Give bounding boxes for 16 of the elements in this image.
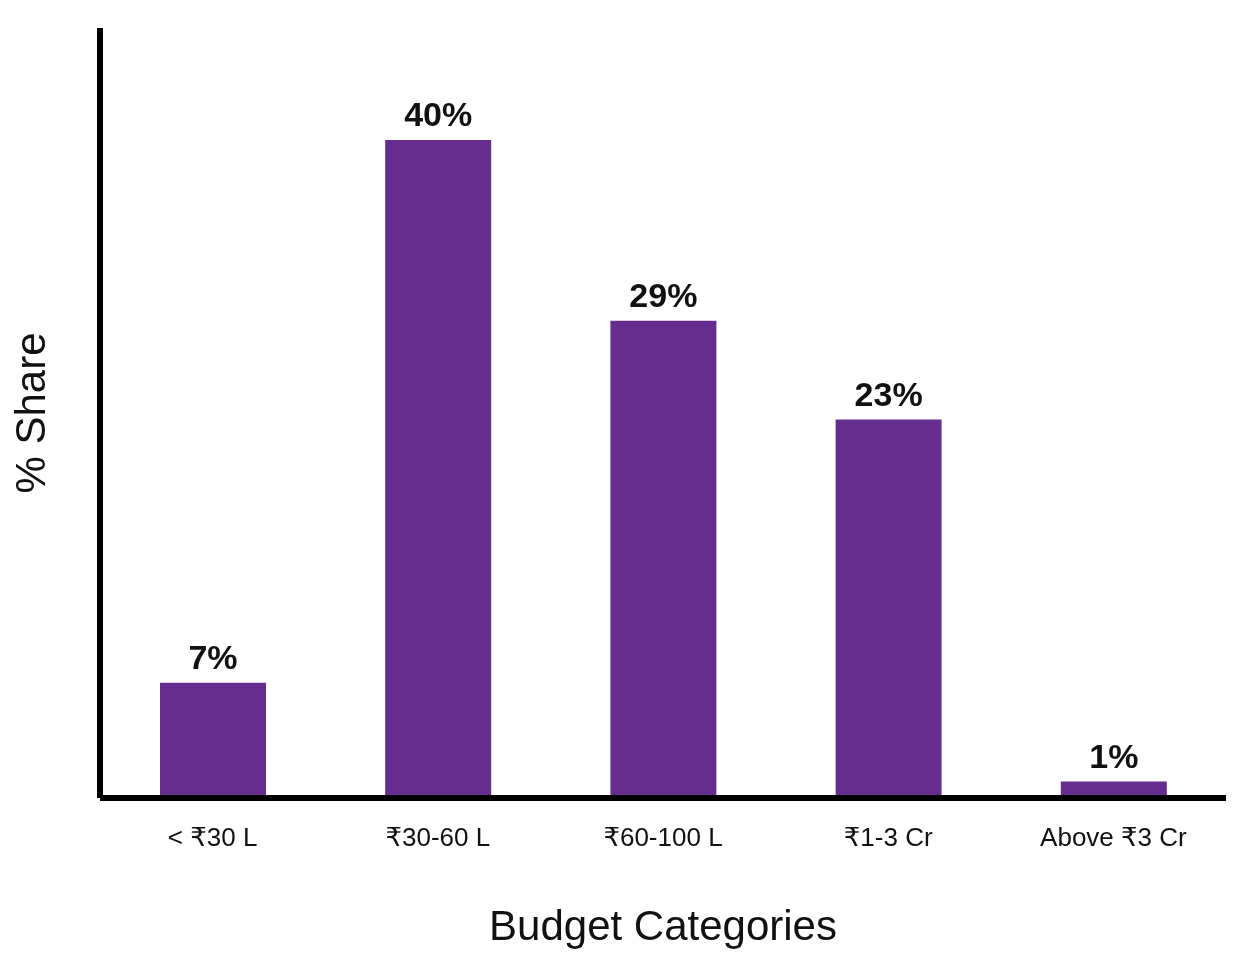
data-label: 7% <box>188 637 238 676</box>
data-label: 1% <box>1089 736 1139 775</box>
data-label: 23% <box>854 374 923 413</box>
data-label: 40% <box>404 94 473 133</box>
x-tick-label: Above ₹3 Cr <box>1040 822 1188 853</box>
x-tick-label: ₹30-60 L <box>385 822 491 853</box>
bar <box>610 320 717 798</box>
bar <box>385 139 492 798</box>
bar <box>160 682 266 798</box>
x-axis-title: Budget Categories <box>489 902 837 949</box>
x-tick-label: ₹60-100 L <box>603 822 723 853</box>
x-tick-label: ₹1-3 Cr <box>843 822 933 853</box>
y-axis-title: % Share <box>6 332 54 494</box>
data-label: 29% <box>629 275 698 314</box>
x-tick-label: < ₹30 L <box>167 822 258 853</box>
bar <box>835 419 942 798</box>
